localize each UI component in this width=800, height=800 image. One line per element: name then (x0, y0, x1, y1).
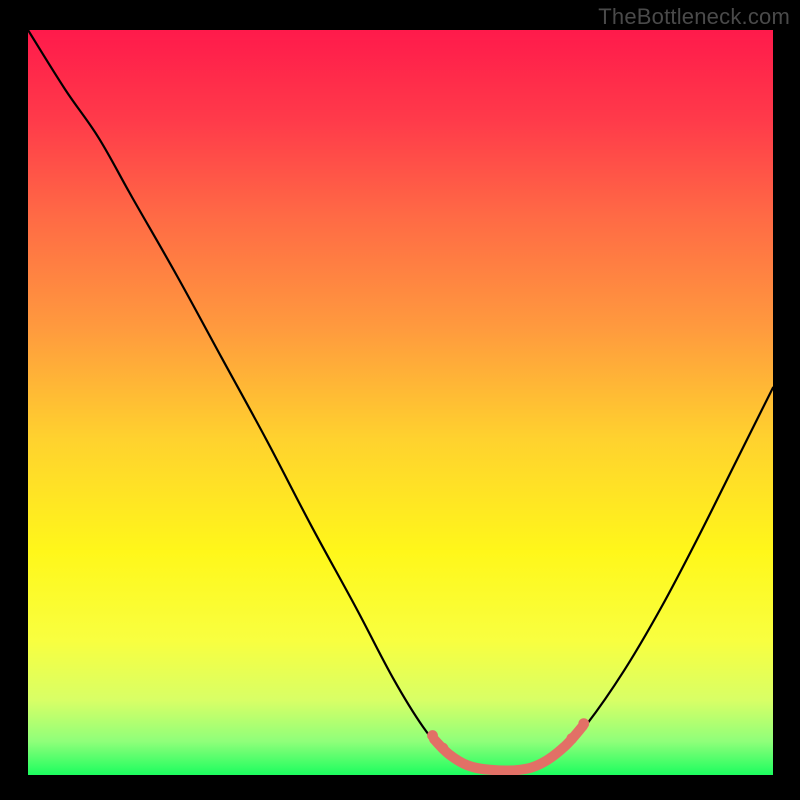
fit-band-marker (438, 743, 449, 754)
fit-band-marker (566, 733, 577, 744)
watermark-text: TheBottleneck.com (598, 4, 790, 30)
fit-band-marker (578, 718, 589, 729)
chart-svg (28, 30, 773, 775)
fit-band-marker (427, 730, 438, 741)
bottleneck-chart (28, 30, 773, 775)
